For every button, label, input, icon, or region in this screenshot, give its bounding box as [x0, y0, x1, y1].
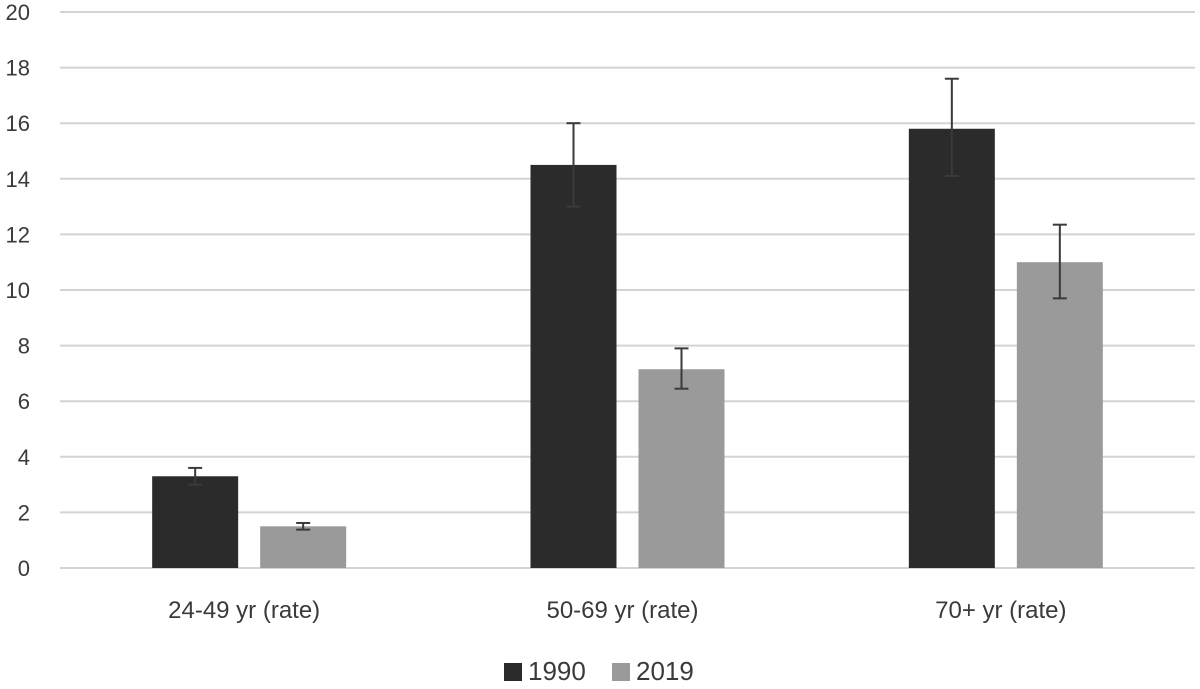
bar-2019-1: [260, 526, 347, 568]
bar-1990-2: [530, 164, 617, 568]
y-axis-tick-labels: 0 2 4 6 8 10 12 14 16 18 20: [6, 0, 30, 581]
error-bars: [188, 77, 1067, 531]
gridlines: [60, 11, 1195, 569]
y-tick-label: 8: [18, 334, 30, 359]
y-tick-label: 12: [6, 222, 30, 247]
y-tick-label: 16: [6, 111, 30, 136]
bar-2019-3: [1016, 262, 1103, 568]
bar-2019-2: [638, 369, 725, 568]
error-bar-1990-2: [566, 122, 581, 208]
legend-label: 1990: [528, 656, 586, 686]
error-bar-2019-2: [674, 347, 689, 390]
error-bar-2019-3: [1052, 223, 1067, 300]
category-label: 50-69 yr (rate): [546, 597, 698, 624]
y-tick-label: 10: [6, 278, 30, 303]
category-label: 70+ yr (rate): [935, 597, 1066, 624]
legend-swatch: [504, 663, 522, 681]
legend-label: 2019: [636, 656, 694, 686]
y-tick-label: 18: [6, 56, 30, 81]
error-bar-1990-3: [944, 77, 959, 178]
y-tick-label: 4: [18, 445, 30, 470]
bar-1990-3: [908, 128, 995, 568]
legend-swatch: [612, 663, 630, 681]
y-tick-label: 6: [18, 389, 30, 414]
legend-item-1990: 1990: [504, 656, 586, 686]
error-bar-2019-1: [296, 521, 311, 531]
bar-1990-1: [152, 476, 239, 568]
error-bar-1990-1: [188, 466, 203, 486]
y-tick-label: 14: [6, 167, 30, 192]
x-axis-category-labels: 24-49 yr (rate) 50-69 yr (rate) 70+ yr (ra…: [168, 597, 1066, 624]
y-tick-label: 0: [18, 556, 30, 581]
legend: 1990 2019: [504, 656, 694, 686]
category-label: 24-49 yr (rate): [168, 597, 320, 624]
bars: [152, 128, 1103, 568]
legend-item-2019: 2019: [612, 656, 694, 686]
y-tick-label: 20: [6, 0, 30, 25]
y-tick-label: 2: [18, 500, 30, 525]
